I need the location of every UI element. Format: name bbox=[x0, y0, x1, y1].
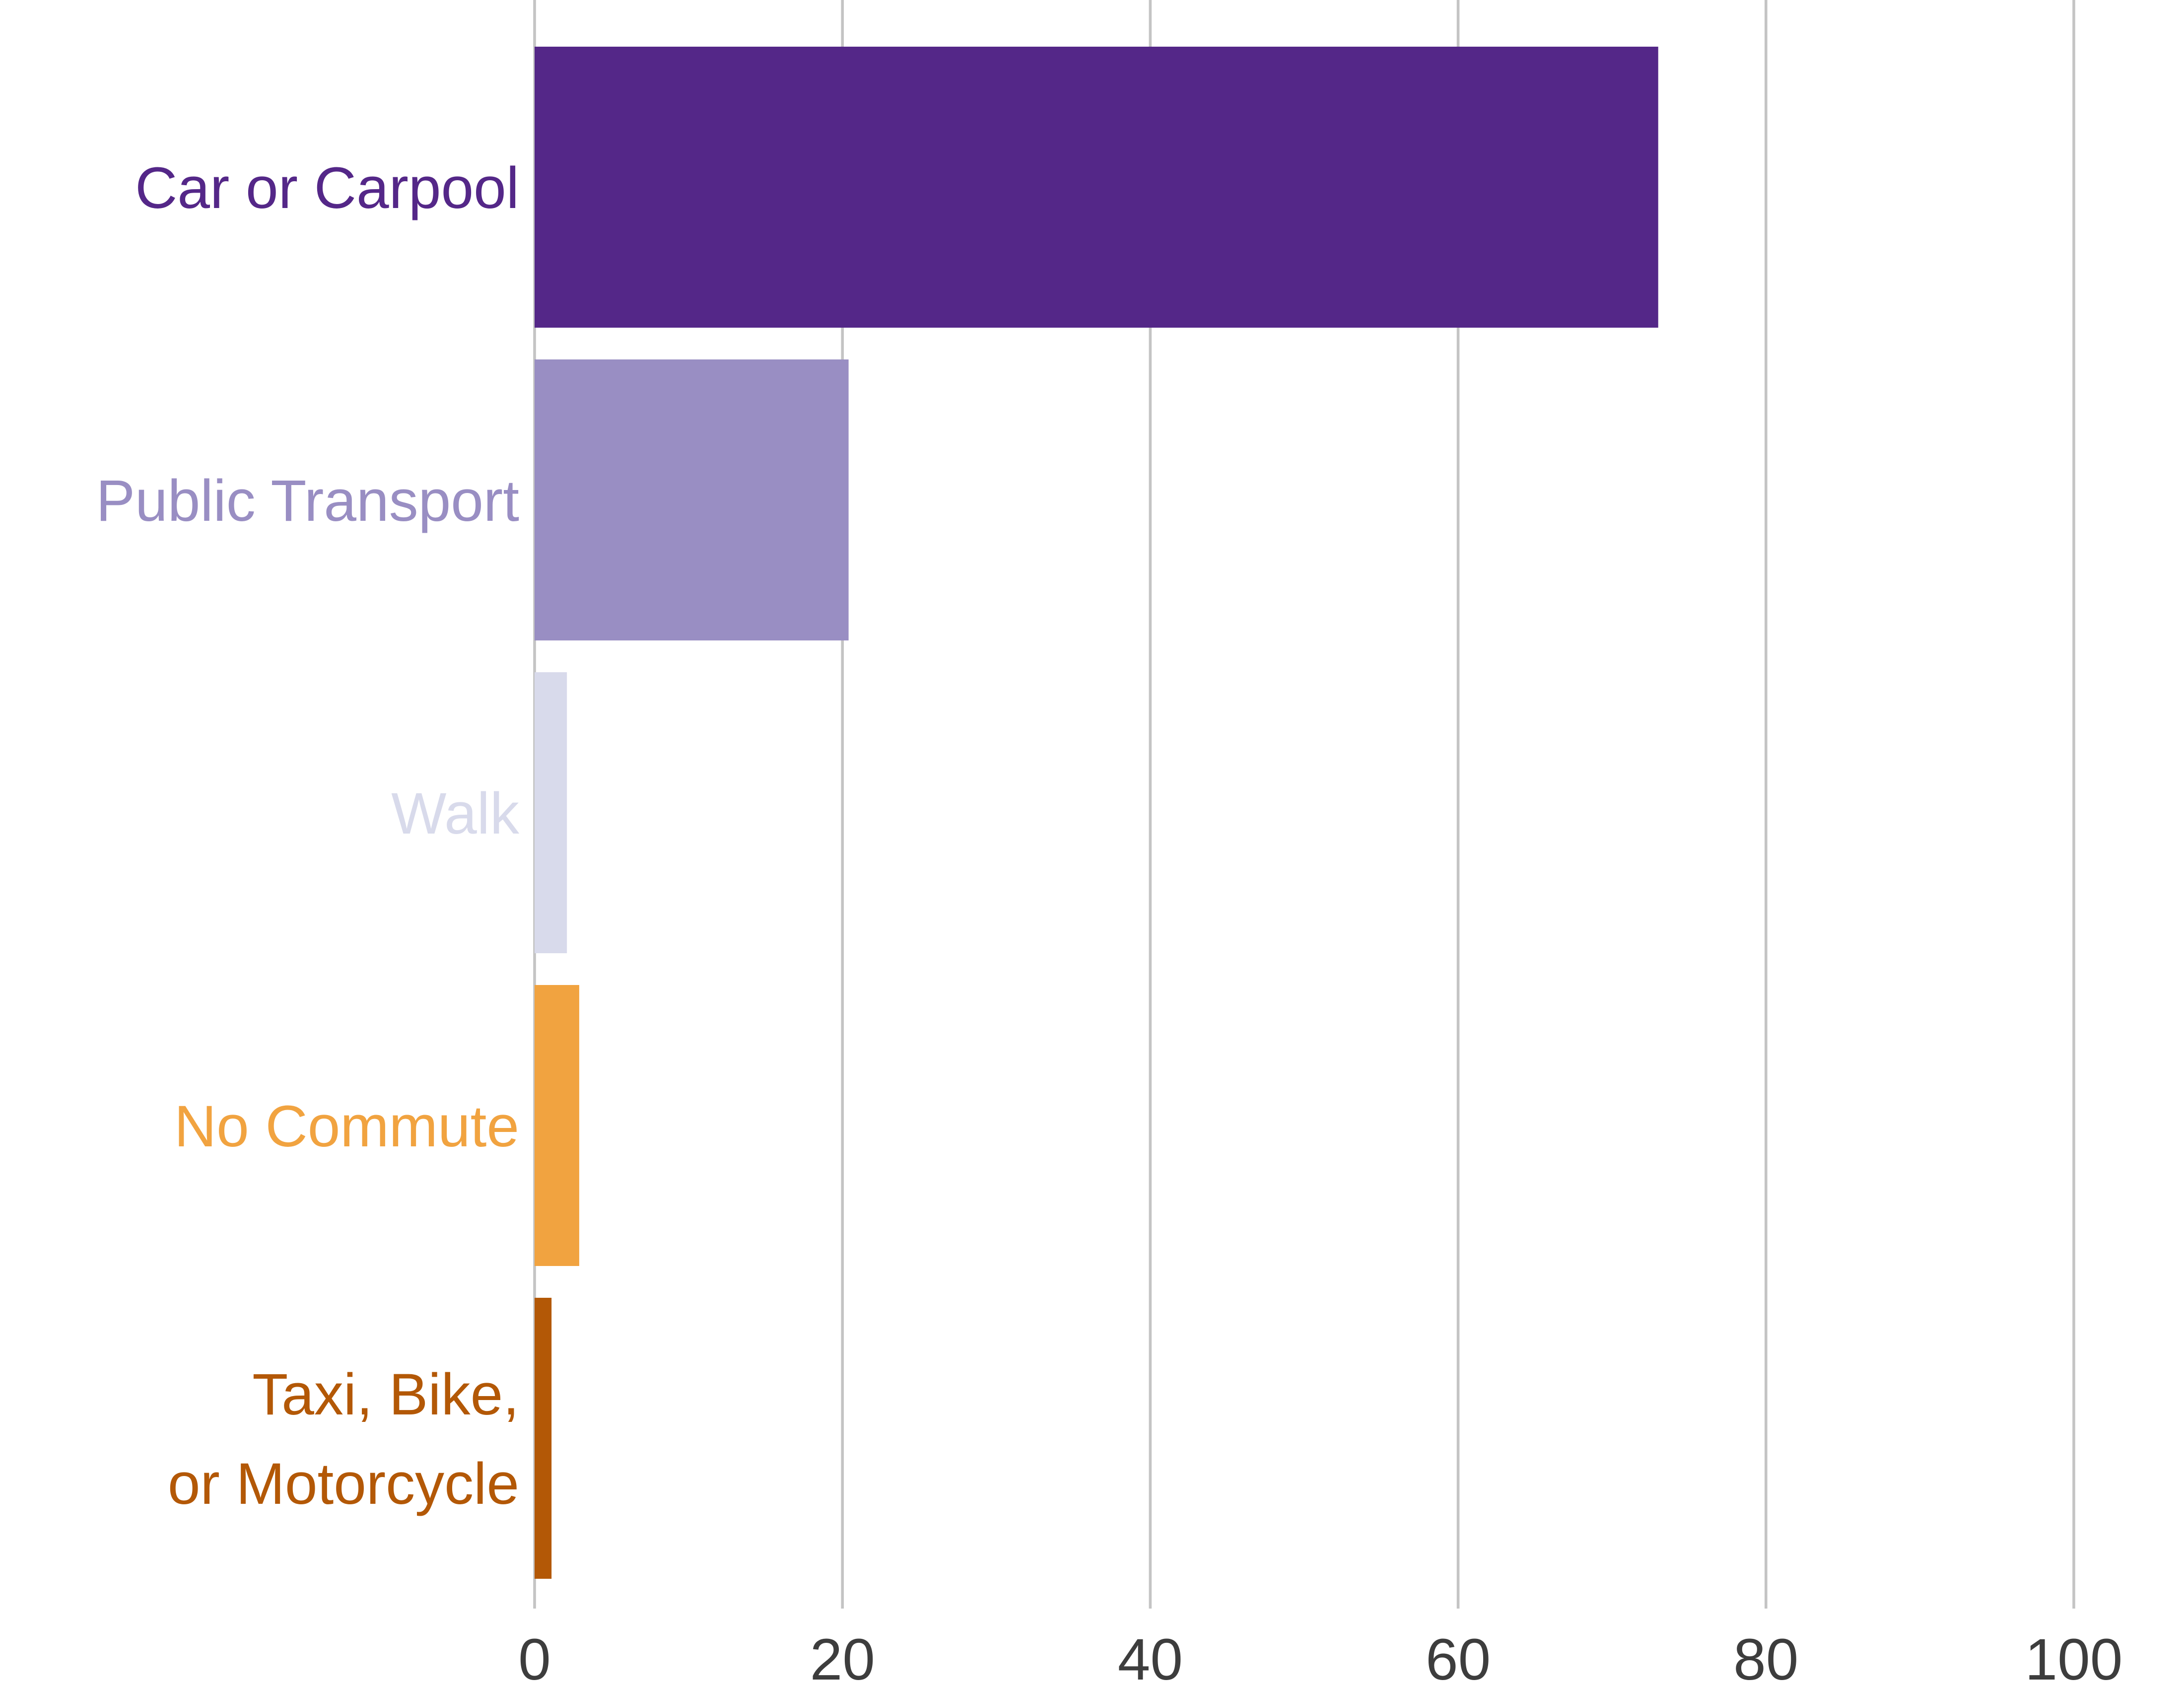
bar-walk bbox=[535, 672, 567, 953]
category-label-taxi-bike-or-motorcycle-line-1: Taxi, Bike, bbox=[252, 1362, 519, 1427]
bar-no-commute bbox=[535, 985, 579, 1266]
category-labels: Car or Carpool Public Transport Walk No Com… bbox=[96, 155, 520, 1517]
category-label-walk: Walk bbox=[391, 781, 520, 846]
bar-public-transport bbox=[535, 359, 849, 640]
x-tick-label-80: 80 bbox=[1733, 1627, 1798, 1688]
bar-car-or-carpool bbox=[535, 47, 1658, 328]
x-axis-tick-labels: 0 20 40 60 80 100 bbox=[518, 1627, 2122, 1688]
category-label-car-or-carpool: Car or Carpool bbox=[135, 155, 519, 221]
category-label-no-commute: No Commute bbox=[174, 1094, 519, 1159]
x-tick-label-0: 0 bbox=[518, 1627, 551, 1688]
x-tick-label-60: 60 bbox=[1426, 1627, 1491, 1688]
x-tick-label-100: 100 bbox=[2025, 1627, 2123, 1688]
category-label-public-transport: Public Transport bbox=[96, 468, 519, 534]
x-tick-label-40: 40 bbox=[1118, 1627, 1183, 1688]
bars bbox=[535, 47, 1658, 1579]
x-tick-label-20: 20 bbox=[810, 1627, 875, 1688]
bar-taxi-bike-or-motorcycle bbox=[535, 1298, 552, 1579]
category-label-taxi-bike-or-motorcycle-line-2: or Motorcycle bbox=[168, 1451, 519, 1517]
